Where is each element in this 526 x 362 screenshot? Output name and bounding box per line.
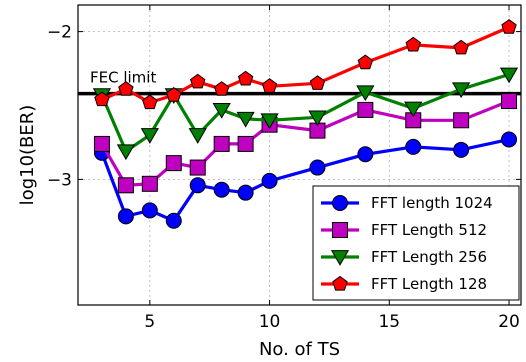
legend-label: FFT Length 256	[371, 248, 487, 266]
fec-limit-group: FEC limit	[78, 69, 521, 96]
legend-entry: FFT Length 256	[321, 248, 487, 266]
data-point	[188, 128, 207, 144]
data-point	[142, 94, 158, 110]
data-point	[189, 177, 206, 194]
data-point	[499, 67, 519, 84]
series-line	[101, 25, 510, 105]
data-point	[213, 81, 230, 96]
data-point	[118, 81, 134, 96]
data-point	[236, 111, 255, 128]
data-point	[501, 131, 518, 148]
data-point	[453, 39, 469, 55]
x-axis-label: No. of TS	[259, 339, 340, 360]
legend-label: FFT Length 128	[371, 275, 487, 293]
data-point	[189, 159, 206, 176]
x-tick-label: 20	[498, 312, 520, 332]
data-point	[93, 135, 110, 152]
series-1	[93, 131, 518, 229]
legend-marker	[330, 250, 350, 266]
legend: FFT length 1024 FFT Length 512 FFT Length …	[312, 185, 520, 301]
data-point	[357, 146, 374, 163]
data-point	[404, 101, 423, 118]
ticks: 5 10 15 20 −3 −2	[47, 5, 521, 332]
legend-marker	[332, 275, 348, 291]
data-point	[309, 159, 326, 176]
data-point	[212, 103, 231, 119]
data-point	[260, 113, 279, 130]
data-point	[166, 87, 182, 102]
data-point	[501, 19, 517, 34]
data-point	[213, 181, 230, 198]
data-point	[237, 184, 254, 201]
data-point	[190, 73, 206, 89]
data-point	[165, 212, 182, 229]
fec-limit-label: FEC limit	[90, 69, 156, 87]
legend-label: FFT Length 512	[371, 221, 487, 239]
data-point	[237, 70, 254, 86]
x-tick-label: 15	[378, 312, 400, 332]
data-point	[357, 54, 374, 70]
data-point	[357, 101, 374, 118]
series-line	[100, 72, 510, 153]
data-point	[309, 75, 326, 90]
data-point	[165, 155, 182, 172]
data-point	[237, 135, 254, 152]
data-point	[501, 93, 518, 110]
y-tick-label: −2	[47, 23, 72, 43]
x-tick-label: 5	[144, 312, 155, 332]
data-point	[308, 110, 327, 127]
data-point	[213, 135, 230, 152]
data-point	[141, 175, 158, 192]
data-point	[116, 144, 136, 161]
legend-entry: FFT Length 128	[321, 275, 487, 293]
data-point	[141, 202, 158, 219]
series-group	[92, 19, 519, 229]
series-2	[93, 93, 518, 194]
plot-frame	[77, 4, 522, 306]
data-point	[117, 177, 134, 194]
data-point	[452, 82, 471, 99]
legend-entry: FFT Length 512	[321, 221, 487, 239]
legend-label: FFT length 1024	[371, 194, 493, 212]
data-point	[261, 172, 278, 189]
legend-entry: FFT length 1024	[321, 194, 493, 212]
data-point	[453, 141, 470, 158]
data-point	[94, 91, 110, 107]
x-tick-label: 10	[259, 312, 281, 332]
data-point	[261, 78, 278, 93]
data-point	[117, 208, 134, 225]
y-tick-label: −3	[47, 170, 72, 190]
data-point	[140, 128, 159, 144]
data-point	[405, 36, 421, 52]
data-point	[356, 85, 375, 102]
y-axis-label: log10(BER)	[17, 105, 38, 206]
data-point	[453, 112, 470, 129]
legend-marker	[332, 195, 348, 211]
series-4	[94, 19, 517, 110]
legend-marker	[332, 222, 348, 238]
data-point	[405, 138, 422, 155]
